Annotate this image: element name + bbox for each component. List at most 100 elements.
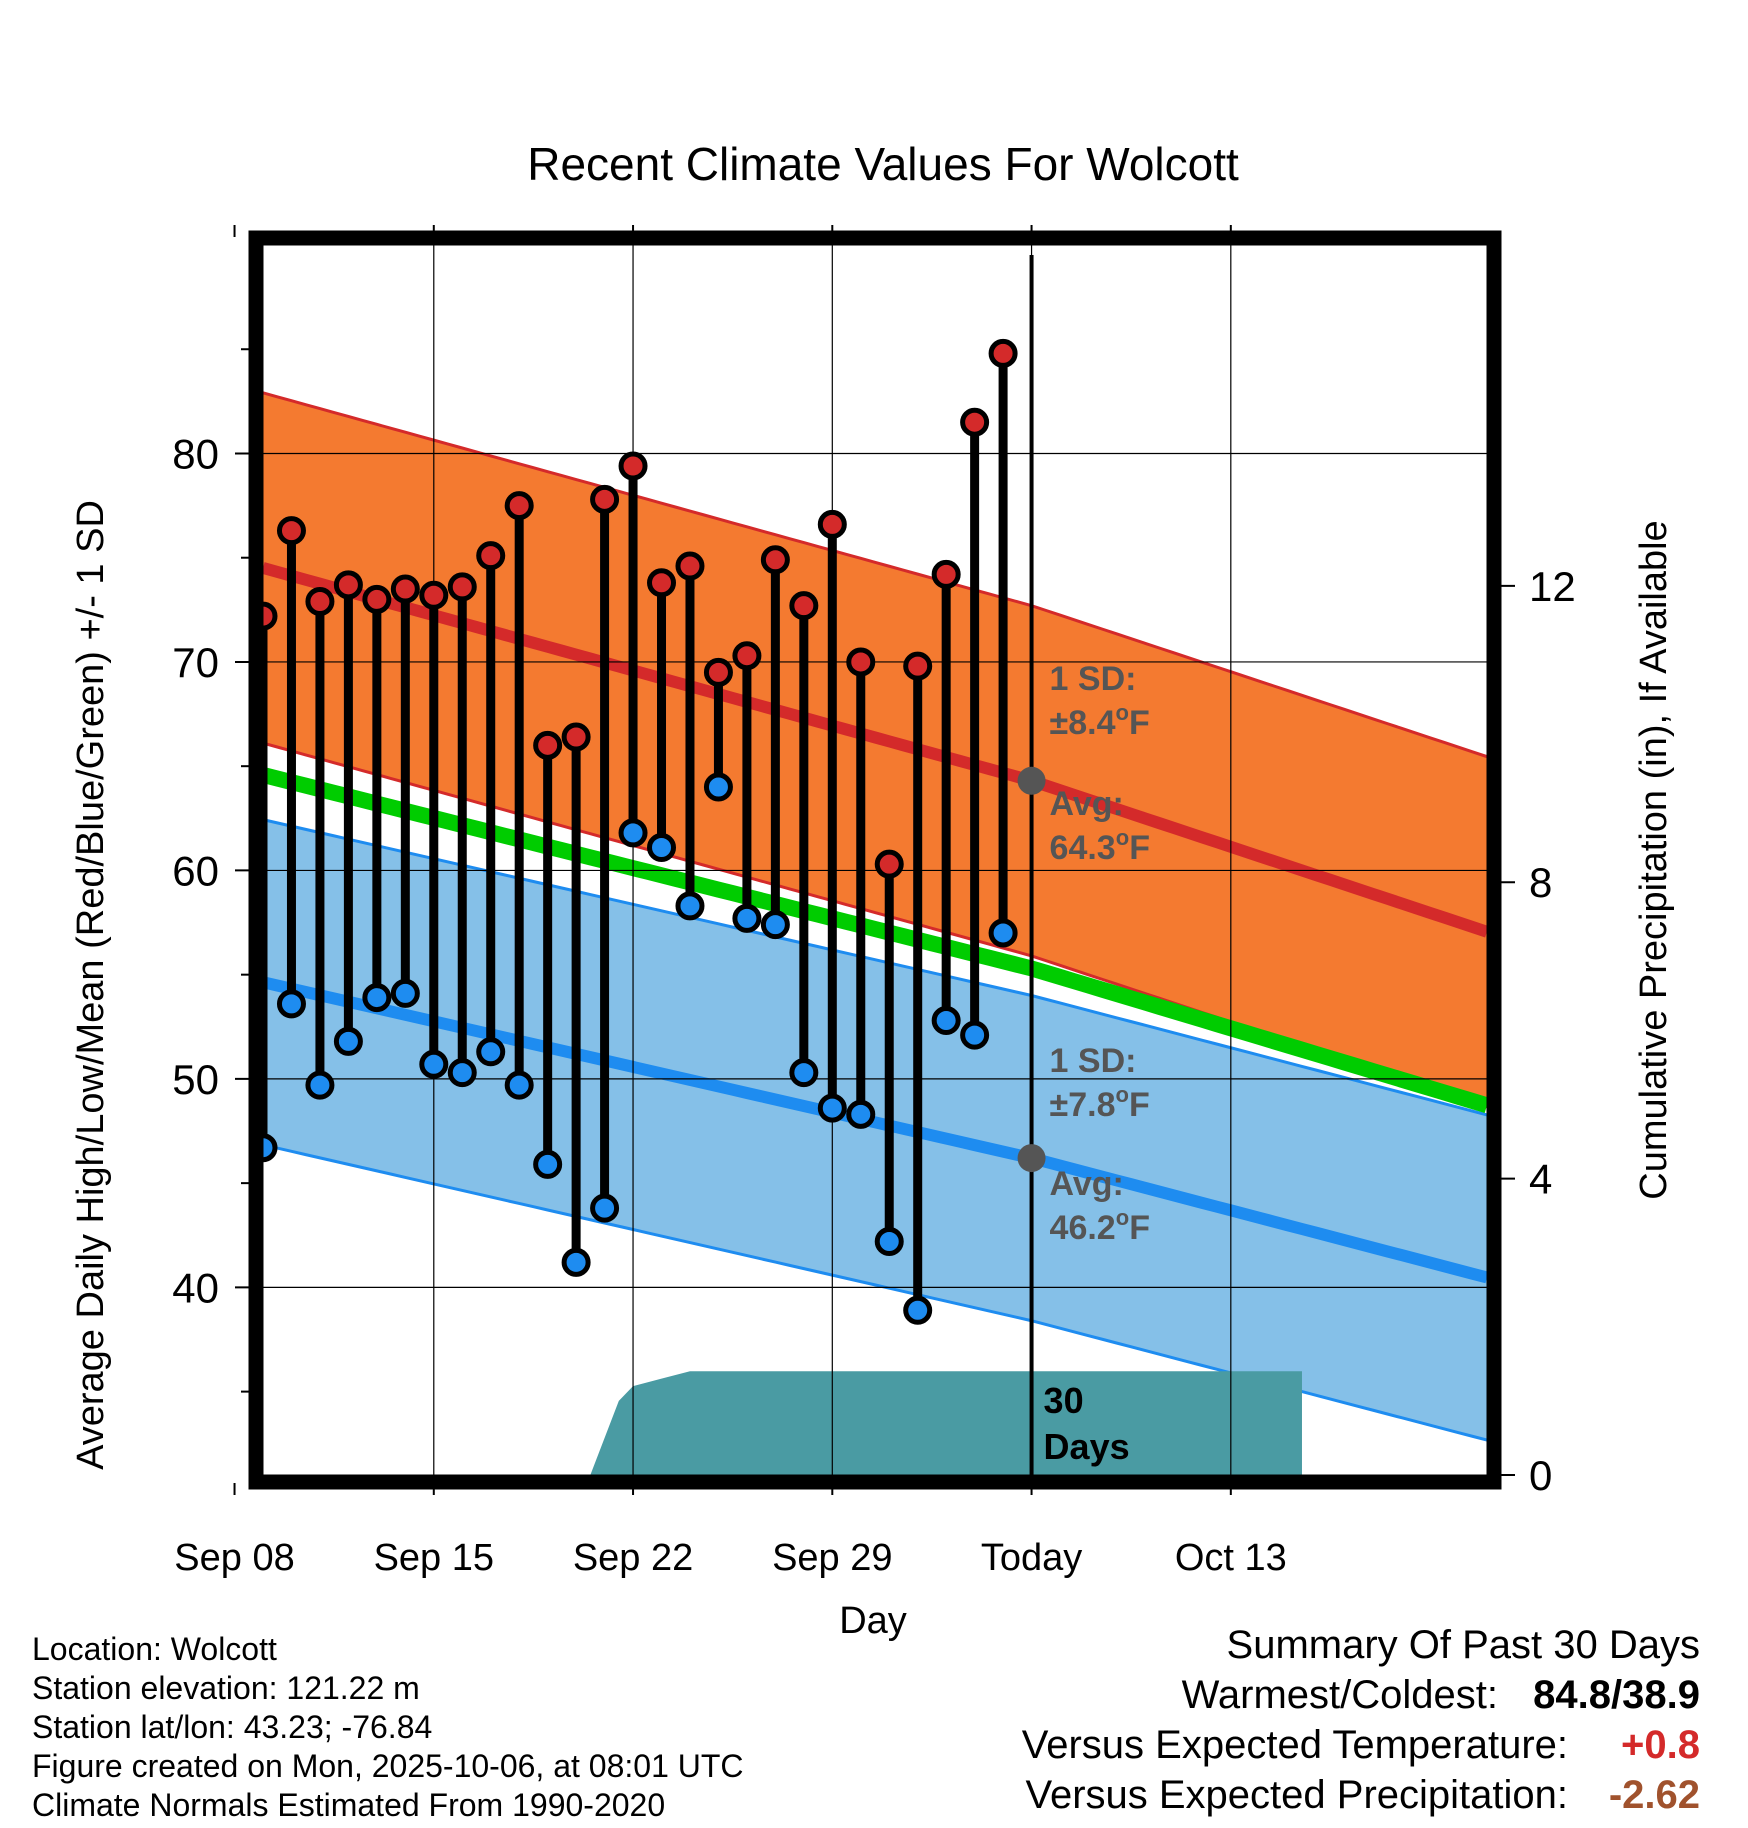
daily-low-point xyxy=(903,1295,933,1325)
daily-high-point xyxy=(561,722,591,752)
daily-low-point xyxy=(846,1099,876,1129)
daily-high-point xyxy=(533,730,563,760)
high-sd-annotation-degree: o xyxy=(1115,700,1128,725)
high-sd-annotation-line2: ±8.4 xyxy=(1050,704,1116,742)
high-sd-band xyxy=(263,392,1487,1107)
daily-high-point xyxy=(931,559,961,589)
summary-precip-label: Versus Expected Precipitation: xyxy=(1025,1773,1568,1817)
footer-location: Location: Wolcott xyxy=(32,1631,277,1667)
daily-low-point xyxy=(703,772,733,802)
daily-low-point xyxy=(960,1020,990,1050)
daily-low-point xyxy=(447,1058,477,1088)
low-avg-annotation-line1: Avg: xyxy=(1050,1165,1124,1203)
low-sd-annotation-line1: 1 SD: xyxy=(1050,1042,1137,1080)
low-avg-marker xyxy=(1017,1144,1046,1173)
daily-high-point xyxy=(675,551,705,581)
daily-low-point xyxy=(533,1149,563,1179)
normal-low-line xyxy=(263,976,1487,1284)
low-avg-annotation: Avg: 46.2oF xyxy=(1050,1165,1150,1247)
daily-high-point xyxy=(732,641,762,671)
footer-created: Figure created on Mon, 2025-10-06, at 08… xyxy=(32,1748,744,1784)
daily-high-point xyxy=(362,584,392,614)
footer-elevation: Station elevation: 121.22 m xyxy=(32,1670,420,1706)
high-sd-annotation-unit: F xyxy=(1129,704,1150,742)
footer-normals: Climate Normals Estimated From 1990-2020 xyxy=(32,1787,666,1823)
daily-high-point xyxy=(846,647,876,677)
daily-high-point xyxy=(447,572,477,602)
low-sd-annotation-degree: o xyxy=(1115,1082,1128,1107)
daily-high-point xyxy=(903,651,933,681)
y-tick-label-right: 4 xyxy=(1529,1156,1552,1203)
summary-heading: Summary Of Past 30 Days xyxy=(1226,1623,1700,1667)
daily-low-point xyxy=(263,1133,278,1163)
y-tick-label-left: 70 xyxy=(172,639,219,686)
high-avg-annotation-line2: 64.3 xyxy=(1050,829,1116,867)
x-tick-label: Today xyxy=(981,1537,1082,1579)
daily-low-point xyxy=(618,818,648,848)
daily-high-point xyxy=(988,338,1018,368)
daily-low-point xyxy=(789,1058,819,1088)
high-sd-annotation: 1 SD: ±8.4oF xyxy=(1050,660,1150,742)
x-tick-label: Sep 22 xyxy=(573,1537,693,1579)
low-avg-annotation-degree: o xyxy=(1116,1205,1129,1230)
daily-high-point xyxy=(618,451,648,481)
high-avg-annotation: Avg: 64.3oF xyxy=(1050,785,1150,867)
daily-high-point xyxy=(166,794,190,818)
daily-high-point xyxy=(333,570,363,600)
daily-high-point xyxy=(590,484,620,514)
low-sd-band xyxy=(263,819,1487,1441)
x-axis-label: Day xyxy=(839,1600,907,1642)
daily-low-point xyxy=(561,1247,591,1277)
daily-high-point xyxy=(504,491,534,521)
daily-low-point xyxy=(760,910,790,940)
high-sd-band-upper-edge xyxy=(263,391,1487,759)
daily-low-point xyxy=(362,983,392,1013)
daily-high-point xyxy=(276,516,306,546)
x-tick-label: Sep 29 xyxy=(772,1537,892,1579)
y-axis-label-right: Cumulative Precipitation (in), If Availa… xyxy=(1633,520,1675,1199)
window-days-label: 30 Days xyxy=(1044,1380,1130,1467)
precipitation-area xyxy=(590,1371,1302,1475)
daily-low-point xyxy=(390,978,420,1008)
low-sd-annotation: 1 SD: ±7.8oF xyxy=(1050,1042,1150,1124)
summary-warm-cold-value: 84.8/38.9 xyxy=(1533,1673,1700,1717)
daily-low-point xyxy=(223,1096,247,1120)
chart-title: Recent Climate Values For Wolcott xyxy=(527,138,1239,190)
daily-high-point xyxy=(647,568,677,598)
footer-info: Location: Wolcott Station elevation: 121… xyxy=(32,1630,744,1825)
plot-frame xyxy=(248,230,1502,1490)
y-tick-label-left: 50 xyxy=(172,1056,219,1103)
daily-low-point xyxy=(419,1049,449,1079)
daily-low-point xyxy=(305,1070,335,1100)
daily-high-point xyxy=(419,580,449,610)
y-tick-label-left: 80 xyxy=(172,430,219,477)
daily-high-point xyxy=(703,657,733,687)
daily-high-point xyxy=(960,407,990,437)
daily-high-point xyxy=(817,509,847,539)
daily-low-point xyxy=(874,1227,904,1257)
y-tick-label-left: 40 xyxy=(172,1264,219,1311)
high-avg-marker xyxy=(1017,766,1046,795)
daily-low-point xyxy=(590,1193,620,1223)
summary-warm-cold-label: Warmest/Coldest: xyxy=(1181,1673,1498,1717)
daily-low-point xyxy=(817,1093,847,1123)
y-axis-label-left: Average Daily High/Low/Mean (Red/Blue/Gr… xyxy=(70,500,112,1470)
daily-high-point xyxy=(789,591,819,621)
high-sd-annotation-line1: 1 SD: xyxy=(1050,660,1137,698)
y-tick-label-right: 12 xyxy=(1529,563,1576,610)
daily-low-point xyxy=(988,918,1018,948)
y-tick-label-left: 60 xyxy=(172,847,219,894)
low-avg-annotation-line2: 46.2 xyxy=(1050,1209,1116,1247)
plot-content xyxy=(166,245,1487,1475)
daily-high-point xyxy=(874,849,904,879)
low-avg-annotation-unit: F xyxy=(1129,1209,1150,1247)
low-sd-band-upper-edge xyxy=(263,818,1487,1117)
x-tick-label: Sep 15 xyxy=(374,1537,494,1579)
x-tick-label: Oct 13 xyxy=(1175,1537,1287,1579)
high-avg-annotation-unit: F xyxy=(1129,829,1150,867)
daily-high-point xyxy=(760,545,790,575)
low-sd-annotation-unit: F xyxy=(1129,1086,1150,1124)
y-tick-label-right: 0 xyxy=(1529,1452,1552,1499)
daily-low-point xyxy=(333,1026,363,1056)
